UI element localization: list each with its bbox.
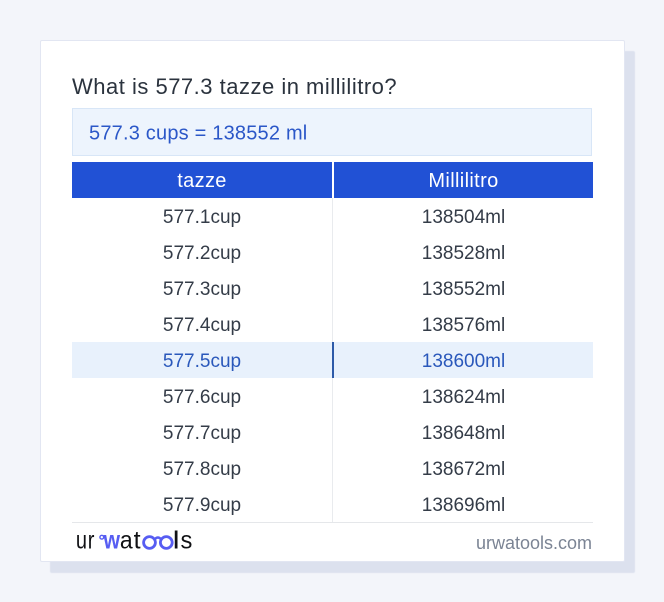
svg-text:s: s [181, 528, 193, 555]
svg-text:a: a [120, 528, 133, 555]
svg-text:l: l [173, 528, 179, 554]
svg-text:u: u [76, 528, 87, 554]
svg-text:r: r [88, 528, 95, 554]
svg-text:t: t [134, 528, 141, 555]
svg-text:w: w [103, 528, 121, 554]
